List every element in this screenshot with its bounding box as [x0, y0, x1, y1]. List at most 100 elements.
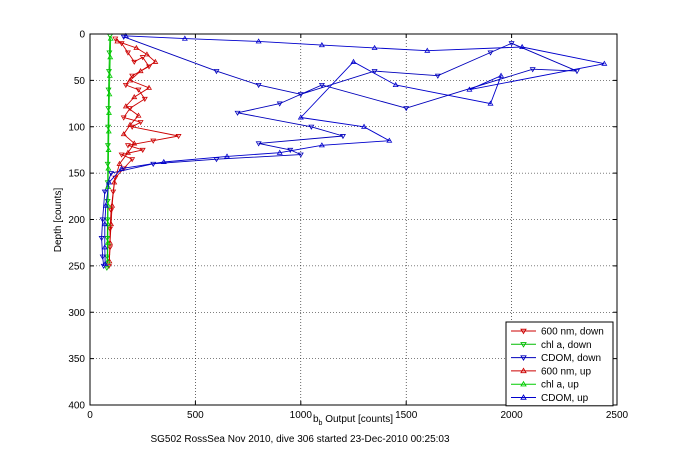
data-point [339, 134, 346, 140]
legend-swatch-marker [520, 355, 527, 361]
data-point [131, 59, 138, 65]
legend-swatch-marker [520, 342, 527, 348]
data-point [487, 100, 494, 106]
legend-label: CDOM, down [541, 353, 601, 364]
data-point [112, 175, 119, 181]
legend-entry: CDOM, down [511, 353, 601, 364]
data-point [104, 254, 111, 260]
data-point [104, 161, 111, 167]
data-point [403, 106, 410, 112]
data-point [129, 124, 136, 130]
data-point [127, 77, 134, 83]
data-point [601, 60, 608, 66]
y-tick-label: 350 [68, 354, 85, 365]
data-point [122, 83, 129, 89]
x-axis-label-sub: b [319, 420, 323, 427]
data-point [519, 43, 526, 49]
y-axis-label: Depth [counts] [53, 188, 64, 253]
y-tick-label: 150 [68, 169, 85, 180]
legend-swatch-marker [520, 380, 527, 387]
data-point [98, 236, 105, 242]
data-point [105, 109, 112, 115]
x-tick-label: 2500 [606, 410, 629, 421]
data-point [131, 93, 138, 100]
legend-swatch-marker [520, 328, 527, 335]
x-tick-label: 1500 [395, 410, 418, 421]
legend-swatch-marker [520, 394, 527, 400]
x-axis-ticks: 0 500 1000 1500 2000 2500 [87, 34, 629, 421]
x-axis-label-main: b [313, 414, 319, 425]
y-tick-label: 300 [68, 308, 85, 319]
data-point [318, 83, 325, 89]
legend-entry: chl a, up [511, 380, 579, 391]
data-point [101, 244, 108, 250]
data-point [108, 221, 115, 227]
data-point [350, 58, 357, 64]
x-axis-label-rest: Output [counts] [322, 414, 393, 425]
data-point [466, 86, 473, 92]
caption: SG502 RossSea Nov 2010, dive 306 started… [150, 434, 450, 445]
data-point [108, 171, 115, 177]
data-point [297, 92, 304, 98]
data-point [105, 146, 112, 152]
data-point [131, 140, 138, 146]
x-tick-label: 1000 [290, 410, 313, 421]
data-point [114, 38, 121, 44]
data-point [143, 51, 150, 57]
y-tick-label: 0 [79, 30, 85, 41]
legend-entry: 600 nm, down [511, 327, 604, 338]
data-point [371, 44, 378, 50]
legend-entry: CDOM, up [511, 393, 589, 404]
y-axis-ticks: 0 50 100 150 200 250 300 350 400 [68, 30, 617, 412]
data-point [508, 41, 515, 47]
data-point [487, 50, 494, 56]
data-point [133, 44, 140, 50]
legend-label: CDOM, up [541, 393, 589, 404]
data-point [361, 123, 368, 129]
data-point [124, 149, 131, 155]
data-point [109, 202, 116, 208]
data-point [152, 58, 159, 64]
y-tick-label: 100 [68, 122, 85, 133]
legend-label: 600 nm, up [541, 366, 591, 377]
data-point [118, 152, 125, 158]
data-point [139, 147, 146, 154]
data-point [102, 260, 109, 267]
legend-label: chl a, down [541, 340, 592, 351]
data-point [213, 69, 220, 75]
data-point [116, 160, 123, 166]
data-point [137, 120, 144, 126]
data-point [101, 221, 108, 227]
series-line [107, 38, 112, 262]
series-line [101, 36, 578, 266]
legend-entry: 600 nm, up [511, 366, 591, 377]
data-point [99, 217, 106, 223]
data-point [127, 121, 134, 127]
y-tick-label: 250 [68, 261, 85, 272]
data-point [234, 110, 241, 116]
data-point [318, 142, 325, 148]
data-point [297, 152, 304, 158]
legend-box [505, 321, 614, 407]
data-point [102, 202, 109, 208]
data-point [434, 73, 441, 79]
legend-swatch-marker [520, 367, 527, 374]
data-point [103, 265, 110, 271]
data-point [424, 47, 431, 53]
series-5 [101, 32, 608, 267]
data-point [112, 36, 119, 42]
data-point [150, 138, 157, 144]
data-point [122, 103, 129, 109]
legend: 600 nm, down chl a, down CDOM, down 600 nm,… [505, 321, 614, 407]
y-tick-label: 50 [74, 76, 86, 87]
data-point [386, 137, 393, 143]
data-point [124, 50, 131, 56]
data-point [120, 115, 127, 121]
data-point [111, 179, 118, 185]
data-point [122, 32, 129, 38]
data-point [120, 166, 127, 172]
x-tick-label: 500 [187, 410, 204, 421]
data-point [104, 239, 111, 245]
data-point [318, 42, 325, 48]
y-tick-label: 400 [68, 401, 85, 412]
